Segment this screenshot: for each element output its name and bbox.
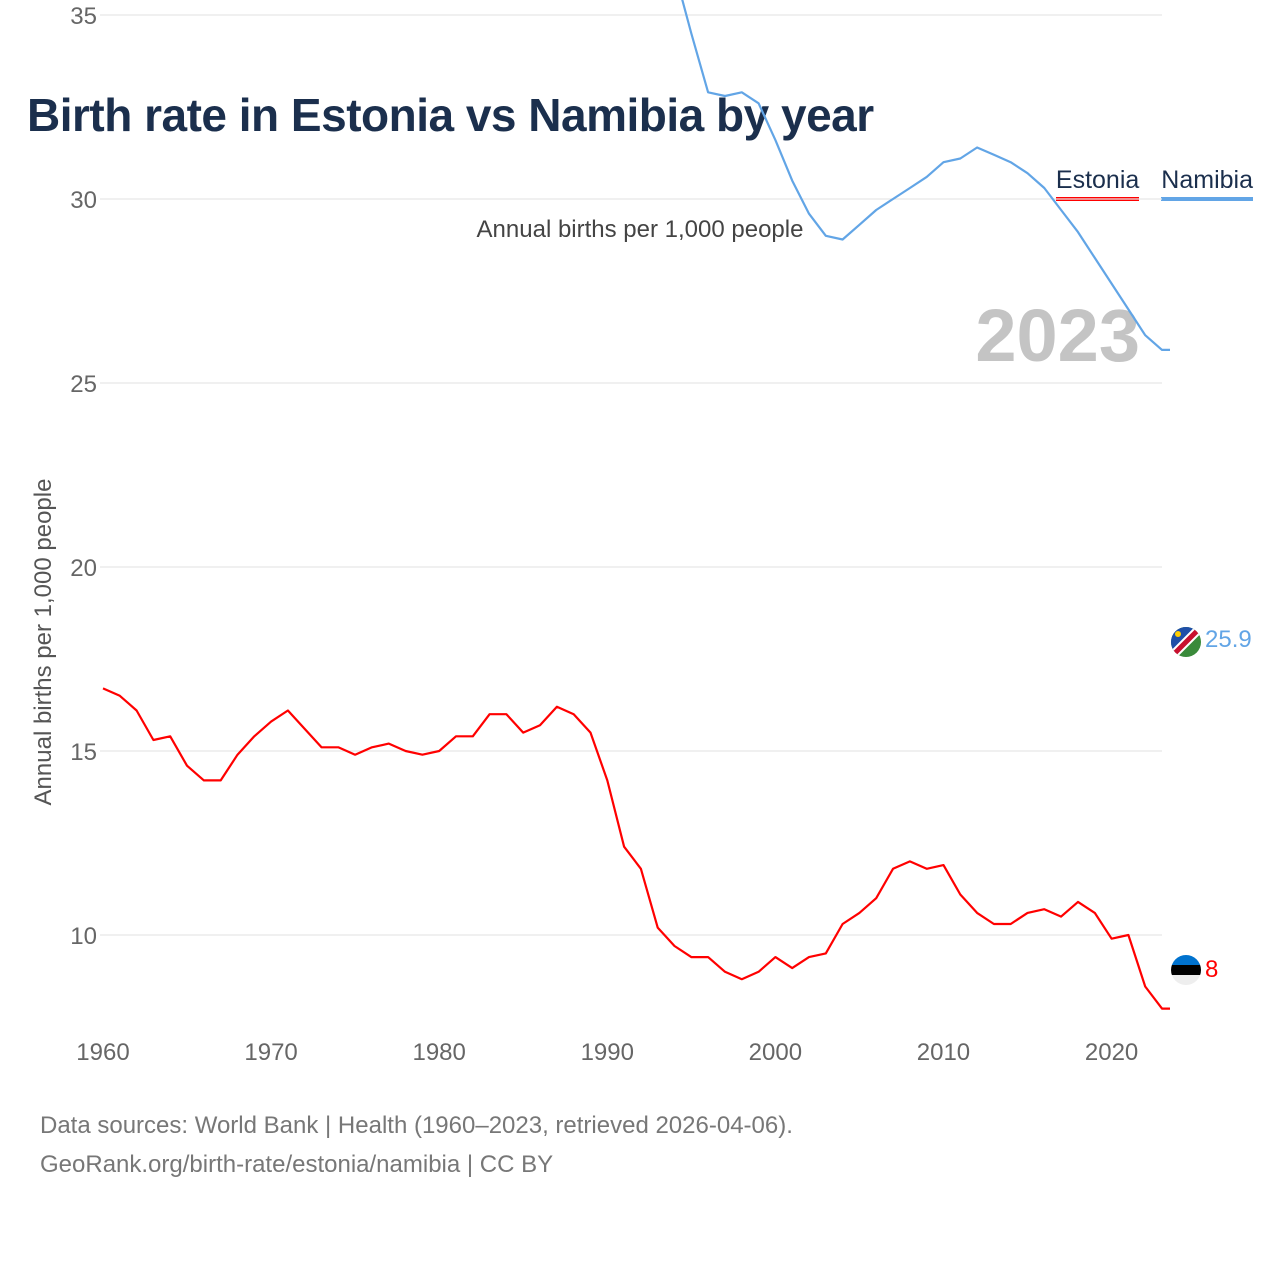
estonia-flag-icon <box>1171 955 1201 985</box>
y-tick-labels: 1015202530354045 <box>70 3 97 950</box>
y-tick-label: 10 <box>70 923 97 950</box>
x-tick-labels: 1960 1970 1980 1990 2000 2010 2020 <box>76 1039 1138 1066</box>
line-chart: 1015202530354045 19601970198019902000201… <box>30 0 1252 1066</box>
chart-subtitle: Annual births per 1,000 people <box>476 216 804 243</box>
y-tick-label: 15 <box>70 739 97 766</box>
x-tick-label: 1980 <box>412 1039 465 1066</box>
end-label-estonia: 8 <box>1205 956 1218 983</box>
y-tick-label: 35 <box>70 3 97 30</box>
chart-title: Birth rate in Estonia vs Namibia by year <box>27 89 874 141</box>
y-axis-label: Annual births per 1,000 people <box>30 479 57 806</box>
y-tick-label: 25 <box>70 371 97 398</box>
x-tick-label: 1990 <box>581 1039 634 1066</box>
x-tick-label: 2000 <box>749 1039 802 1066</box>
year-watermark: 2023 <box>975 294 1140 377</box>
x-tick-label: 2010 <box>917 1039 970 1066</box>
namibia-flag-icon <box>1171 627 1201 657</box>
series-lines <box>102 0 1170 1010</box>
grid-lines <box>100 14 1162 936</box>
source-note: Data sources: World Bank | Health (1960–… <box>40 1106 793 1184</box>
x-tick-label: 1960 <box>76 1039 129 1066</box>
y-tick-label: 20 <box>70 555 97 582</box>
end-label-namibia: 25.9 <box>1205 626 1252 653</box>
legend-item-namibia[interactable]: Namibia <box>1161 166 1253 201</box>
y-tick-label: 30 <box>70 187 97 214</box>
x-tick-label: 1970 <box>244 1039 297 1066</box>
x-tick-label: 2020 <box>1085 1039 1138 1066</box>
source-line-2[interactable]: GeoRank.org/birth-rate/estonia/namibia |… <box>40 1151 554 1178</box>
series-line-estonia[interactable] <box>102 687 1170 1010</box>
series-line-namibia[interactable] <box>103 0 1170 351</box>
source-line-1: Data sources: World Bank | Health (1960–… <box>40 1112 793 1139</box>
